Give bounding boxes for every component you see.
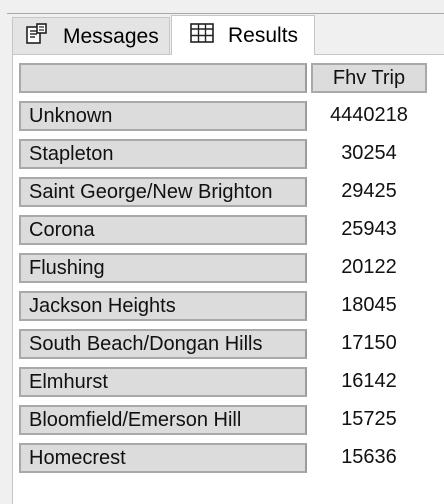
tab-messages[interactable]: Messages	[12, 17, 170, 55]
row-label-cell[interactable]: Unknown	[19, 101, 307, 131]
value-cell[interactable]: 25943	[311, 215, 427, 245]
tab-messages-label: Messages	[63, 24, 159, 48]
row-label-cell[interactable]: Corona	[19, 215, 307, 245]
messages-icon	[25, 22, 49, 52]
column-header-fhv-trip[interactable]: Fhv Trip	[311, 63, 427, 93]
value-cell[interactable]: 4440218	[311, 101, 427, 131]
value-cell[interactable]: 29425	[311, 177, 427, 207]
value-cell[interactable]: 30254	[311, 139, 427, 169]
grid-icon	[190, 22, 214, 49]
row-label-cell[interactable]: Elmhurst	[19, 367, 307, 397]
row-label-cell[interactable]: Saint George/New Brighton	[19, 177, 307, 207]
top-divider	[7, 13, 444, 14]
value-cell[interactable]: 16142	[311, 367, 427, 397]
value-cell[interactable]: 15636	[311, 443, 427, 473]
row-label-cell[interactable]: South Beach/Dongan Hills	[19, 329, 307, 359]
row-header-corner[interactable]	[19, 63, 307, 93]
value-cell[interactable]: 18045	[311, 291, 427, 321]
row-label-cell[interactable]: Homecrest	[19, 443, 307, 473]
row-label-cell[interactable]: Flushing	[19, 253, 307, 283]
row-label-cell[interactable]: Stapleton	[19, 139, 307, 169]
tab-results[interactable]: Results	[171, 15, 315, 55]
value-cell[interactable]: 20122	[311, 253, 427, 283]
row-label-cell[interactable]: Bloomfield/Emerson Hill	[19, 405, 307, 435]
tab-results-label: Results	[228, 23, 299, 47]
top-bar	[0, 0, 444, 16]
value-cell[interactable]: 15725	[311, 405, 427, 435]
value-cell[interactable]: 17150	[311, 329, 427, 359]
row-label-cell[interactable]: Jackson Heights	[19, 291, 307, 321]
